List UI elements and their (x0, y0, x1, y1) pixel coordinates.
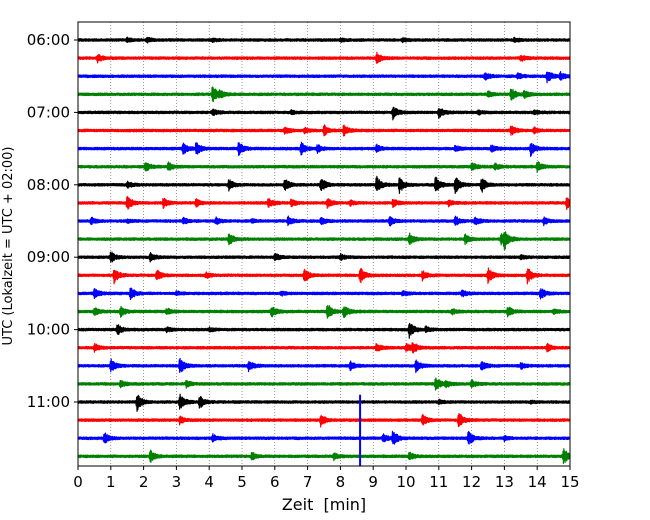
x-tick-label: 14 (528, 473, 547, 491)
trace-line (78, 215, 570, 227)
trace-line (78, 448, 570, 465)
x-tick-label: 10 (396, 473, 415, 491)
trace-line (78, 322, 570, 339)
trace-line (78, 393, 570, 412)
y-tick-label: 07:00 (27, 103, 70, 121)
trace-line (78, 141, 570, 158)
x-tick-label: 12 (462, 473, 481, 491)
trace-line (78, 195, 570, 211)
y-axis-ticks: 06:00 07:00 08:00 09:00 10:00 11:00 (27, 31, 78, 411)
trace-line (78, 413, 570, 428)
trace-line (78, 124, 570, 137)
y-tick-label: 11:00 (27, 393, 70, 411)
trace-line (78, 51, 570, 64)
x-tick-label: 5 (237, 473, 247, 491)
trace-line (78, 175, 570, 195)
trace-group (78, 36, 570, 466)
trace-line (78, 106, 570, 121)
trace-line (78, 267, 570, 285)
x-tick-label: 9 (368, 473, 378, 491)
x-tick-label: 2 (139, 473, 149, 491)
trace-line (78, 357, 570, 374)
x-axis-title: Zeit [min] (282, 495, 366, 514)
trace-line (78, 251, 570, 263)
trace-line (78, 430, 570, 445)
x-tick-label: 13 (495, 473, 514, 491)
trace-line (78, 231, 570, 251)
y-axis-title: UTC (Lokalzeit = UTC + 02:00) (1, 147, 16, 346)
x-gridlines (110, 22, 538, 466)
x-tick-label: 8 (336, 473, 346, 491)
trace-line (78, 161, 570, 173)
trace-line (78, 70, 570, 84)
trace-line (78, 304, 570, 319)
y-tick-label: 08:00 (27, 176, 70, 194)
x-tick-label: 1 (106, 473, 116, 491)
plot-frame (77, 21, 571, 467)
x-tick-label: 0 (73, 473, 83, 491)
trace-line (78, 36, 570, 44)
x-tick-label: 4 (204, 473, 214, 491)
trace-line (78, 287, 570, 301)
x-tick-label: 15 (560, 473, 579, 491)
y-tick-label: 10:00 (27, 321, 70, 339)
y-tick-label: 06:00 (27, 31, 70, 49)
x-tick-label: 7 (303, 473, 313, 491)
y-tick-label: 09:00 (27, 248, 70, 266)
trace-line (78, 342, 570, 354)
x-axis-ticks: 0 1 2 3 4 5 6 7 8 9 10 11 12 13 14 15 (73, 466, 580, 491)
trace-line (78, 377, 570, 391)
x-tick-label: 6 (270, 473, 280, 491)
trace-line (78, 86, 570, 103)
x-tick-label: 11 (429, 473, 448, 491)
x-tick-label: 3 (172, 473, 182, 491)
